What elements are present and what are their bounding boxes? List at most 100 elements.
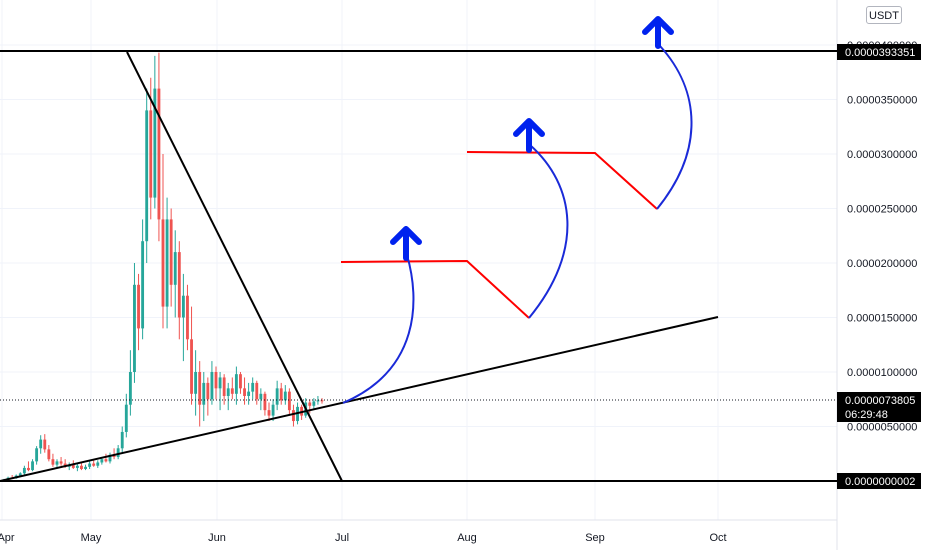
arc-path-1[interactable] [342, 254, 415, 404]
candle-body [251, 382, 255, 392]
projection-step-1[interactable] [340, 259, 530, 319]
candle [84, 464, 87, 471]
candle-body [287, 391, 291, 411]
candle [165, 197, 169, 329]
candle [39, 435, 43, 454]
candle [210, 361, 214, 405]
arc-path-3[interactable] [656, 45, 693, 210]
candle [108, 452, 112, 464]
time-tick-label: Oct [709, 532, 726, 544]
candle-body [177, 252, 181, 318]
up-arrow-icon[interactable] [642, 16, 674, 49]
candle [116, 445, 120, 460]
candle-body [308, 402, 312, 406]
time-tick-label: Apr [0, 532, 15, 544]
candle-body [84, 466, 87, 470]
price-tick-label: 0.0000350000 [847, 95, 917, 107]
candle-body [47, 449, 51, 460]
candle [316, 395, 320, 405]
candle [287, 388, 291, 416]
time-tick-label: Aug [457, 532, 477, 544]
candle-body [255, 382, 259, 400]
candle-body [124, 404, 128, 432]
price-tick-label: 0.0000300000 [847, 149, 917, 161]
candle [80, 462, 83, 471]
candle [263, 391, 267, 416]
candle-body [153, 88, 157, 198]
candle [141, 219, 145, 340]
candle-body [39, 439, 43, 449]
candle [194, 350, 198, 416]
candle-body [31, 461, 34, 471]
candle [226, 382, 230, 411]
descending-trendline[interactable] [126, 51, 343, 482]
candle [133, 263, 136, 383]
candle-body [190, 339, 193, 394]
candle-body [128, 372, 132, 405]
candle-body [51, 459, 55, 465]
up-arrow-icon[interactable] [513, 118, 545, 153]
price-tag-label: 0.0000000002 [845, 476, 915, 488]
candle [120, 426, 124, 454]
candlestick-series [2, 52, 324, 481]
candle [124, 393, 128, 438]
time-tick-label: Jul [335, 532, 349, 544]
candle [186, 284, 189, 351]
candle [35, 446, 39, 465]
currency-selector[interactable]: USDT [866, 6, 902, 24]
candle-body [283, 391, 287, 401]
candle [255, 380, 259, 405]
price-tick-label: 0.0000250000 [847, 204, 917, 216]
candle-body [161, 219, 165, 307]
candle-body [222, 377, 226, 396]
candle-body [80, 465, 83, 470]
candle [214, 366, 218, 400]
ascending-trendline[interactable] [0, 316, 719, 482]
candle-body [320, 400, 324, 402]
candle-body [55, 461, 59, 465]
candle-body [35, 448, 39, 462]
candle [27, 461, 30, 472]
candle-body [120, 431, 124, 449]
candle-body [96, 462, 100, 466]
candle-body [312, 401, 316, 406]
candle [145, 88, 149, 263]
candle [181, 273, 185, 362]
candle-body [133, 284, 136, 372]
price-tag-resistance: 0.0000393351 [837, 44, 921, 60]
candle-body [157, 88, 161, 220]
candle-body [267, 410, 271, 416]
candle [157, 52, 161, 242]
arc-path-2[interactable] [528, 144, 569, 319]
candle-body [218, 377, 222, 389]
candle-body [149, 110, 153, 198]
candle-body [214, 372, 218, 389]
candle [190, 306, 193, 405]
candle [267, 402, 271, 422]
candle [128, 350, 132, 416]
candle [173, 230, 177, 318]
candle [169, 208, 173, 307]
candle [239, 372, 242, 394]
candle [251, 377, 255, 400]
candle-body [271, 404, 275, 416]
candle-body [292, 410, 295, 422]
projection-paths[interactable] [340, 16, 693, 404]
candle-body [247, 391, 251, 396]
candle [104, 453, 108, 463]
candle-body [22, 467, 26, 474]
candle [247, 382, 251, 405]
projection-step-2[interactable] [466, 151, 658, 210]
candle [312, 398, 316, 410]
trendlines[interactable] [0, 50, 837, 482]
candle-body [137, 284, 140, 329]
candle-body [181, 295, 185, 318]
up-arrow-icon[interactable] [390, 226, 422, 261]
candle [218, 372, 222, 411]
candle-body [186, 295, 189, 340]
candle-body [259, 393, 263, 400]
candle [55, 459, 59, 468]
candle [59, 457, 63, 466]
price-tag-label: 0.0000393351 [845, 47, 915, 59]
